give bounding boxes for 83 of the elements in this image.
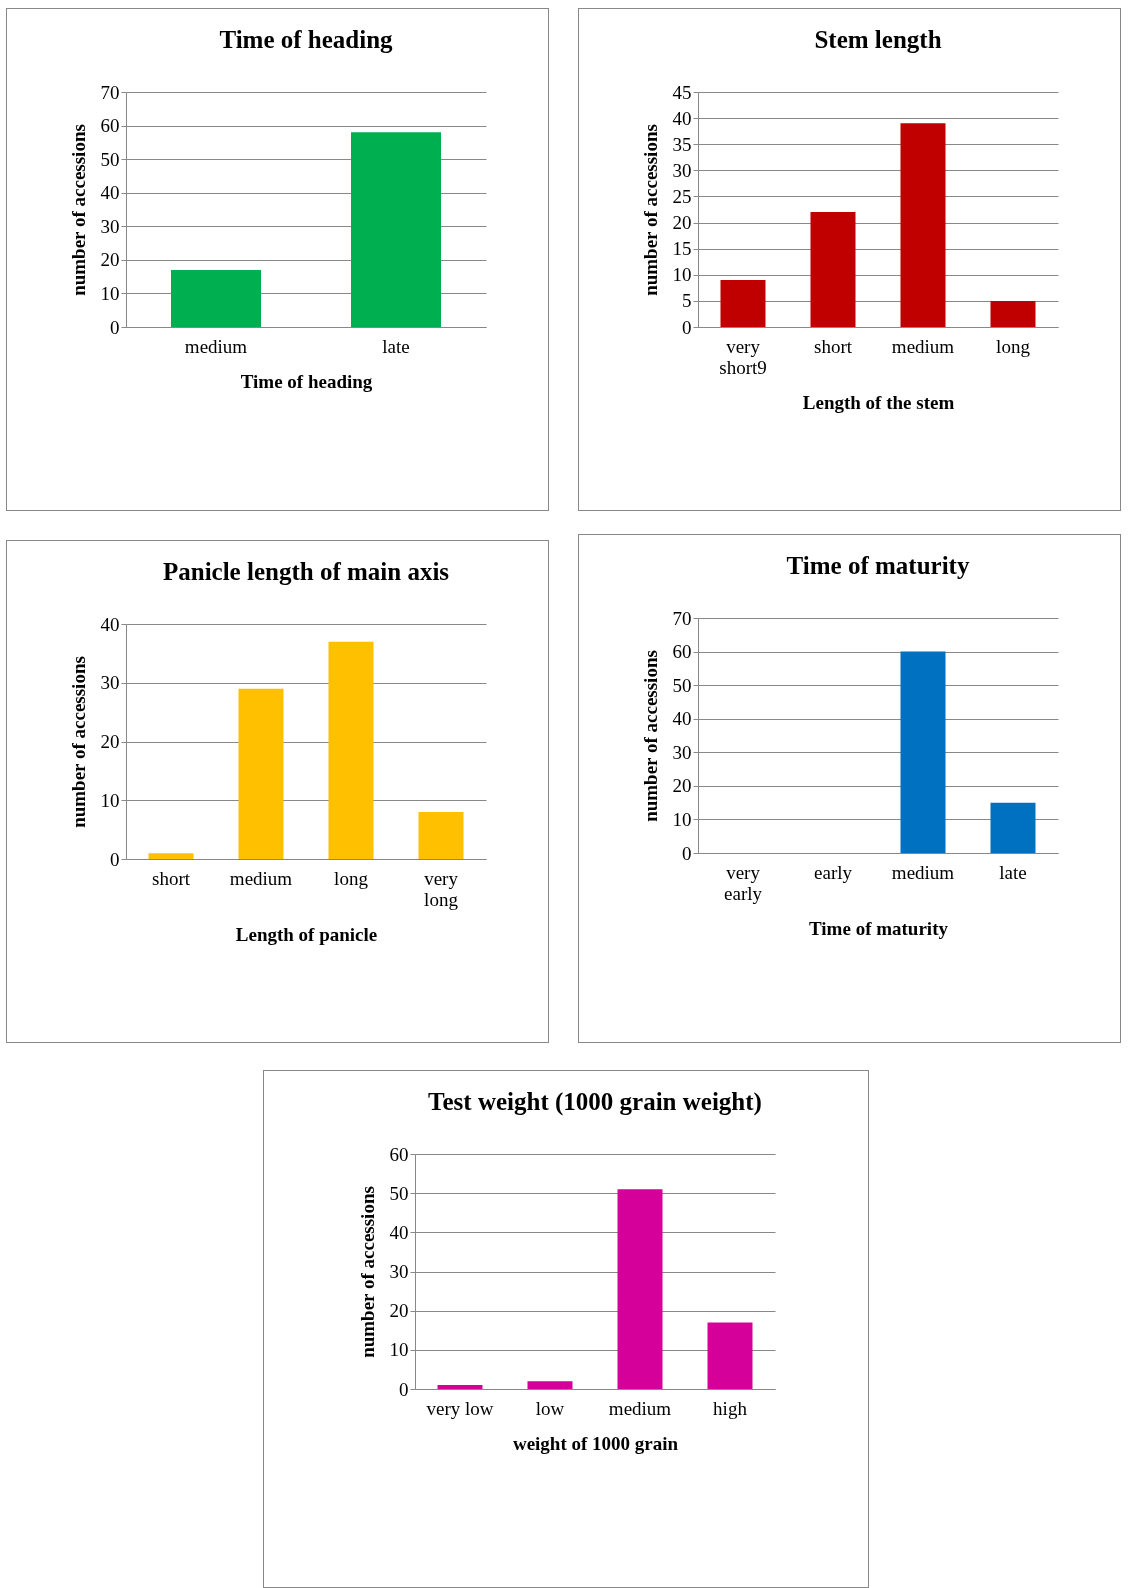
y-axis-title: number of accessions: [639, 124, 661, 296]
y-tick-label: 30: [672, 159, 692, 181]
x-axis-title: Length of panicle: [235, 923, 378, 945]
x-axis-title: Time of maturity: [809, 917, 949, 939]
bar: [617, 1189, 662, 1389]
y-tick-label: 10: [672, 808, 692, 830]
y-tick-label: 30: [100, 672, 120, 694]
y-tick-label: 60: [389, 1143, 408, 1165]
y-axis-title: number of accessions: [67, 124, 89, 296]
x-tick-label: long: [996, 335, 1031, 357]
y-tick-label: 60: [672, 641, 692, 663]
y-tick-label: 40: [100, 613, 120, 635]
chart-title: Time of maturity: [786, 552, 970, 579]
y-tick-label: 45: [672, 81, 692, 103]
x-tick-label: long: [334, 867, 369, 889]
y-tick-label: 0: [110, 316, 120, 338]
y-tick-label: 5: [682, 290, 692, 312]
y-tick-label: 30: [389, 1261, 408, 1282]
y-tick-label: 40: [672, 107, 692, 129]
y-tick-label: 30: [672, 741, 692, 763]
y-tick-label: 40: [389, 1221, 408, 1243]
x-axis-title: Length of the stem: [802, 391, 955, 413]
bar: [990, 300, 1036, 327]
y-tick-label: 20: [389, 1300, 408, 1322]
y-tick-label: 20: [100, 249, 120, 271]
y-tick-label: 70: [100, 81, 120, 103]
x-tick-label: late: [999, 861, 1027, 883]
y-tick-label: 0: [682, 842, 692, 864]
bar: [720, 280, 766, 327]
x-tick-label: very short9: [719, 335, 767, 378]
y-tick-label: 35: [672, 133, 692, 155]
x-tick-label: medium: [184, 335, 248, 357]
x-tick-label: high: [712, 1397, 747, 1419]
bar: [527, 1381, 572, 1389]
y-axis-title: number of accessions: [356, 1186, 377, 1358]
bar: [238, 688, 284, 859]
chart-title: Time of heading: [219, 26, 394, 53]
bar: [418, 812, 464, 859]
y-tick-label: 40: [672, 708, 692, 730]
x-tick-label: medium: [229, 867, 293, 889]
bar: [900, 123, 946, 327]
y-tick-label: 0: [682, 316, 692, 338]
chart-title: Panicle length of main axis: [162, 558, 450, 585]
y-tick-label: 25: [672, 185, 692, 207]
y-tick-label: 50: [672, 674, 692, 696]
bar: [707, 1322, 752, 1389]
chart-title: Stem length: [814, 26, 942, 53]
x-tick-label: late: [382, 335, 410, 357]
x-axis-title: weight of 1000 grain: [512, 1432, 679, 1454]
y-axis-title: number of accessions: [639, 650, 661, 822]
x-tick-label: early: [814, 861, 853, 883]
y-tick-label: 0: [398, 1378, 408, 1400]
y-tick-label: 10: [672, 264, 692, 286]
y-tick-label: 20: [672, 775, 692, 797]
x-tick-label: very early: [724, 861, 763, 904]
y-tick-label: 70: [672, 607, 692, 629]
y-tick-label: 40: [100, 182, 120, 204]
y-tick-label: 30: [100, 215, 120, 237]
x-tick-label: short: [814, 335, 853, 357]
y-tick-label: 10: [389, 1339, 408, 1361]
y-axis-title: number of accessions: [67, 656, 89, 828]
x-tick-label: medium: [891, 335, 955, 357]
chart-title: Test weight (1000 grain weight): [427, 1088, 762, 1116]
y-tick-label: 60: [100, 115, 120, 137]
bar: [437, 1385, 482, 1389]
bar: [148, 853, 194, 859]
x-axis-title: Time of heading: [240, 370, 373, 392]
y-tick-label: 10: [100, 282, 120, 304]
y-tick-label: 50: [389, 1182, 408, 1204]
x-tick-label: very low: [425, 1397, 494, 1419]
x-tick-label: very long: [424, 867, 459, 910]
y-tick-label: 20: [672, 212, 692, 234]
bar: [810, 212, 856, 327]
y-tick-label: 10: [100, 789, 120, 811]
y-tick-label: 0: [110, 848, 120, 870]
y-tick-label: 15: [672, 238, 692, 260]
y-tick-label: 20: [100, 731, 120, 752]
x-tick-label: medium: [891, 861, 955, 883]
x-tick-label: low: [535, 1397, 565, 1419]
x-tick-label: medium: [608, 1397, 671, 1419]
x-tick-label: short: [152, 867, 191, 889]
y-tick-label: 50: [100, 148, 120, 170]
bar: [328, 641, 374, 859]
